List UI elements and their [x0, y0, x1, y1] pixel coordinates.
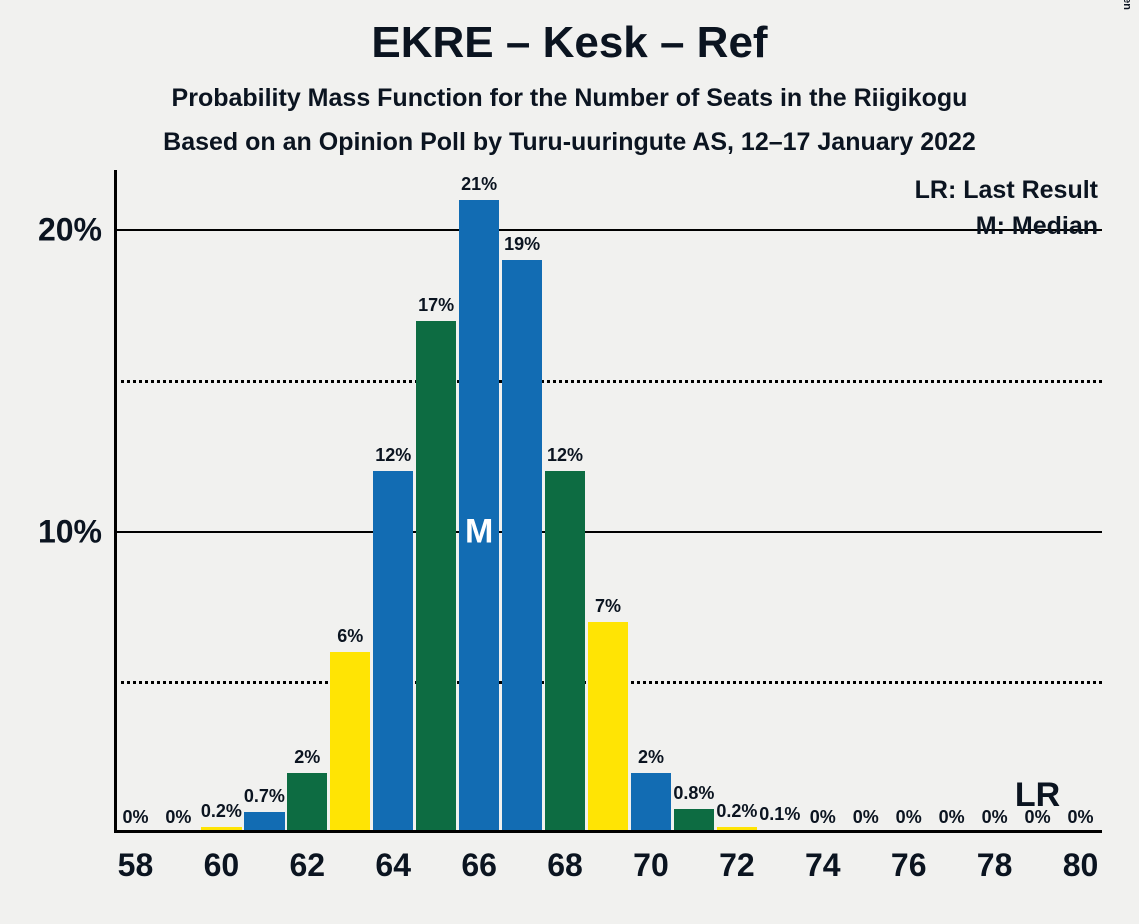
- bar-value-label: 0.8%: [673, 783, 714, 804]
- legend-lr: LR: Last Result: [915, 176, 1098, 205]
- x-tick-label: 74: [805, 847, 841, 884]
- copyright-label: © 2022 Filip van Laenen: [1121, 0, 1133, 10]
- bar-value-label: 0%: [853, 807, 879, 828]
- x-tick-label: 58: [118, 847, 154, 884]
- bar-value-label: 0%: [1068, 807, 1094, 828]
- x-tick-label: 80: [1063, 847, 1099, 884]
- bar-value-label: 0%: [939, 807, 965, 828]
- chart-subtitle-1: Probability Mass Function for the Number…: [0, 84, 1139, 113]
- chart-title: EKRE – Kesk – Ref: [0, 18, 1139, 68]
- x-tick-label: 60: [204, 847, 240, 884]
- bar-value-label: 6%: [337, 626, 363, 647]
- gridline: [114, 229, 1102, 231]
- bar-value-label: 0%: [165, 807, 191, 828]
- bar: [416, 321, 456, 833]
- bar-value-label: 2%: [294, 747, 320, 768]
- bar-value-label: 21%: [461, 174, 497, 195]
- bar-value-label: 0%: [122, 807, 148, 828]
- bar-value-label: 0%: [810, 807, 836, 828]
- y-axis: [114, 170, 117, 833]
- bar-value-label: 19%: [504, 234, 540, 255]
- gridline-minor: [114, 380, 1102, 383]
- plot-area: 10%20%0%0%0.2%0.7%2%6%12%17%21%19%12%7%2…: [114, 170, 1102, 833]
- x-tick-label: 68: [547, 847, 583, 884]
- bar-value-label: 17%: [418, 295, 454, 316]
- chart-subtitle-2: Based on an Opinion Poll by Turu-uuringu…: [0, 128, 1139, 157]
- bar: [631, 773, 671, 833]
- x-tick-label: 70: [633, 847, 669, 884]
- bar: [545, 471, 585, 833]
- bar-value-label: 0.2%: [201, 801, 242, 822]
- x-tick-label: 76: [891, 847, 927, 884]
- bar-value-label: 12%: [547, 445, 583, 466]
- x-tick-label: 78: [977, 847, 1013, 884]
- median-marker: M: [465, 512, 493, 551]
- bar-value-label: 0.7%: [244, 786, 285, 807]
- x-tick-label: 62: [290, 847, 326, 884]
- bar: [373, 471, 413, 833]
- y-tick-label: 10%: [38, 513, 102, 550]
- bar-value-label: 12%: [375, 445, 411, 466]
- bar: [287, 773, 327, 833]
- legend-m: M: Median: [976, 212, 1098, 241]
- bar-value-label: 0%: [896, 807, 922, 828]
- bar: [588, 622, 628, 833]
- x-tick-label: 72: [719, 847, 755, 884]
- x-tick-label: 66: [461, 847, 497, 884]
- bar: [330, 652, 370, 833]
- bar-value-label: 0.2%: [716, 801, 757, 822]
- y-tick-label: 20%: [38, 212, 102, 249]
- bar-value-label: 0.1%: [759, 804, 800, 825]
- bar-value-label: 0%: [982, 807, 1008, 828]
- bar-value-label: 7%: [595, 596, 621, 617]
- lr-marker: LR: [1015, 776, 1060, 815]
- gridline: [114, 531, 1102, 533]
- chart-canvas: EKRE – Kesk – Ref Probability Mass Funct…: [0, 0, 1139, 924]
- x-tick-label: 64: [375, 847, 411, 884]
- bar: [502, 260, 542, 833]
- x-axis: [114, 830, 1102, 833]
- bar-value-label: 2%: [638, 747, 664, 768]
